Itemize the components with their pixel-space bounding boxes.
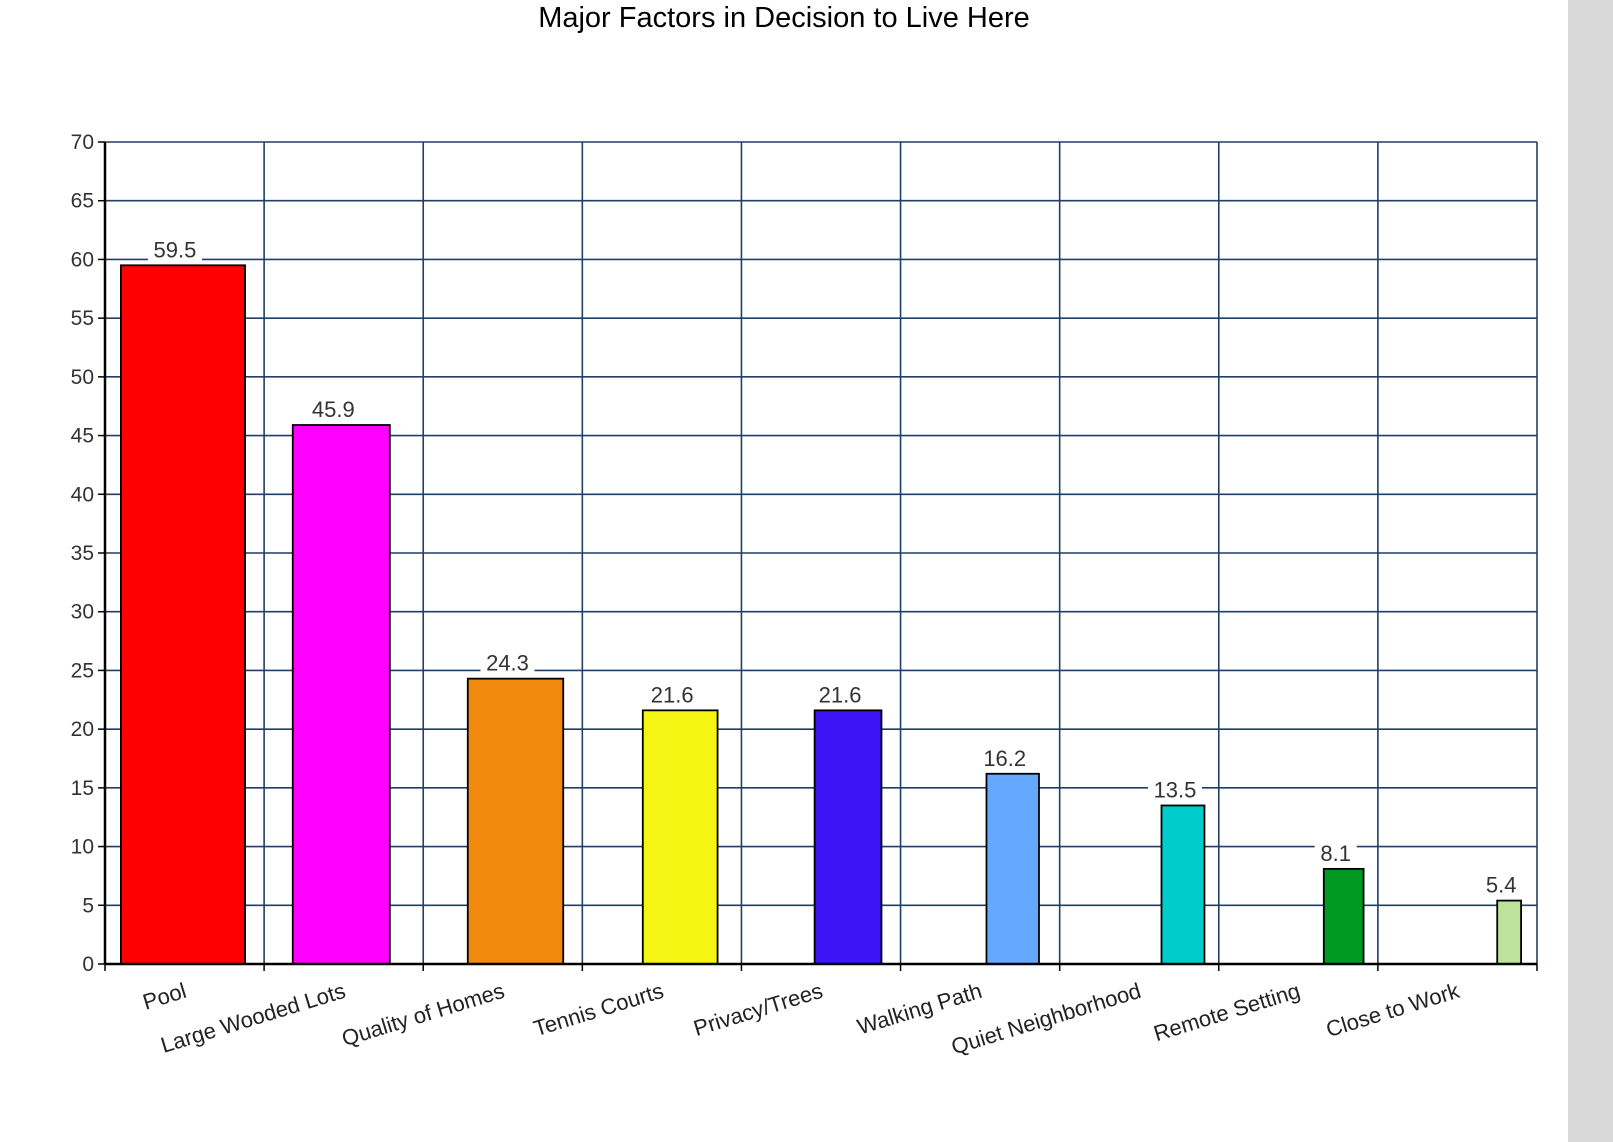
- chart-title: Major Factors in Decision to Live Here: [538, 2, 1030, 34]
- bar-quiet-neighborhood: [1160, 804, 1206, 965]
- category-label: Pool: [140, 978, 189, 1015]
- bar-close-to-work: [1496, 899, 1522, 965]
- category-label: Close to Work: [1323, 978, 1463, 1042]
- category-label: Tennis Courts: [531, 978, 667, 1041]
- data-label-bg: [977, 745, 1032, 770]
- data-label-bg: [480, 650, 535, 675]
- bar-pool: [120, 264, 246, 965]
- data-label: 16.2: [983, 746, 1026, 771]
- y-tick-label: 0: [82, 953, 94, 976]
- data-label-bg: [813, 682, 868, 707]
- data-label: 13.5: [1154, 777, 1197, 802]
- y-tick-label: 5: [82, 894, 94, 917]
- y-tick-label: 25: [71, 659, 94, 682]
- y-tick-label: 60: [71, 248, 94, 271]
- data-label-bg: [1147, 777, 1202, 802]
- data-label-bg: [645, 682, 700, 707]
- data-label: 21.6: [819, 682, 862, 707]
- y-tick-label: 70: [71, 131, 94, 154]
- bar-privacy-trees: [813, 709, 883, 965]
- y-tick-label: 55: [71, 307, 94, 330]
- data-label-bg: [1314, 840, 1357, 865]
- category-label: Quality of Homes: [339, 978, 508, 1051]
- window-edge-strip: [1568, 0, 1613, 1142]
- y-tick-label: 20: [71, 718, 94, 741]
- y-tick-label: 45: [71, 425, 94, 448]
- category-label: Privacy/Trees: [691, 978, 826, 1041]
- category-label: Remote Setting: [1151, 978, 1303, 1046]
- bar-quality-of-homes: [466, 677, 565, 965]
- y-tick-label: 15: [71, 777, 94, 800]
- category-label: Large Wooded Lots: [158, 978, 349, 1058]
- bar-chart: 0 5 10 15 20 25 30 35 40 45 50 55 60 65 70 59.5 Pool 45.9…: [71, 131, 1538, 1059]
- data-label: 5.4: [1486, 873, 1517, 898]
- data-label-bg: [306, 397, 361, 422]
- bar-walking-path: [985, 772, 1040, 965]
- data-label: 21.6: [651, 682, 694, 707]
- y-tick-label: 40: [71, 483, 94, 506]
- data-label: 8.1: [1320, 841, 1351, 866]
- data-label: 45.9: [312, 397, 355, 422]
- y-tick-label: 65: [71, 190, 94, 213]
- y-tick-label: 10: [71, 836, 94, 859]
- y-tick-label: 35: [71, 542, 94, 565]
- data-label-bg: [1480, 872, 1523, 897]
- y-tick-label: 50: [71, 366, 94, 389]
- y-tick-label: 30: [71, 601, 94, 624]
- data-label: 59.5: [154, 237, 197, 262]
- bar-large-wooded-lots: [291, 424, 391, 965]
- data-label-bg: [147, 237, 202, 262]
- data-label: 24.3: [486, 651, 529, 676]
- bar-remote-setting: [1322, 867, 1365, 965]
- bar-tennis-courts: [641, 709, 719, 965]
